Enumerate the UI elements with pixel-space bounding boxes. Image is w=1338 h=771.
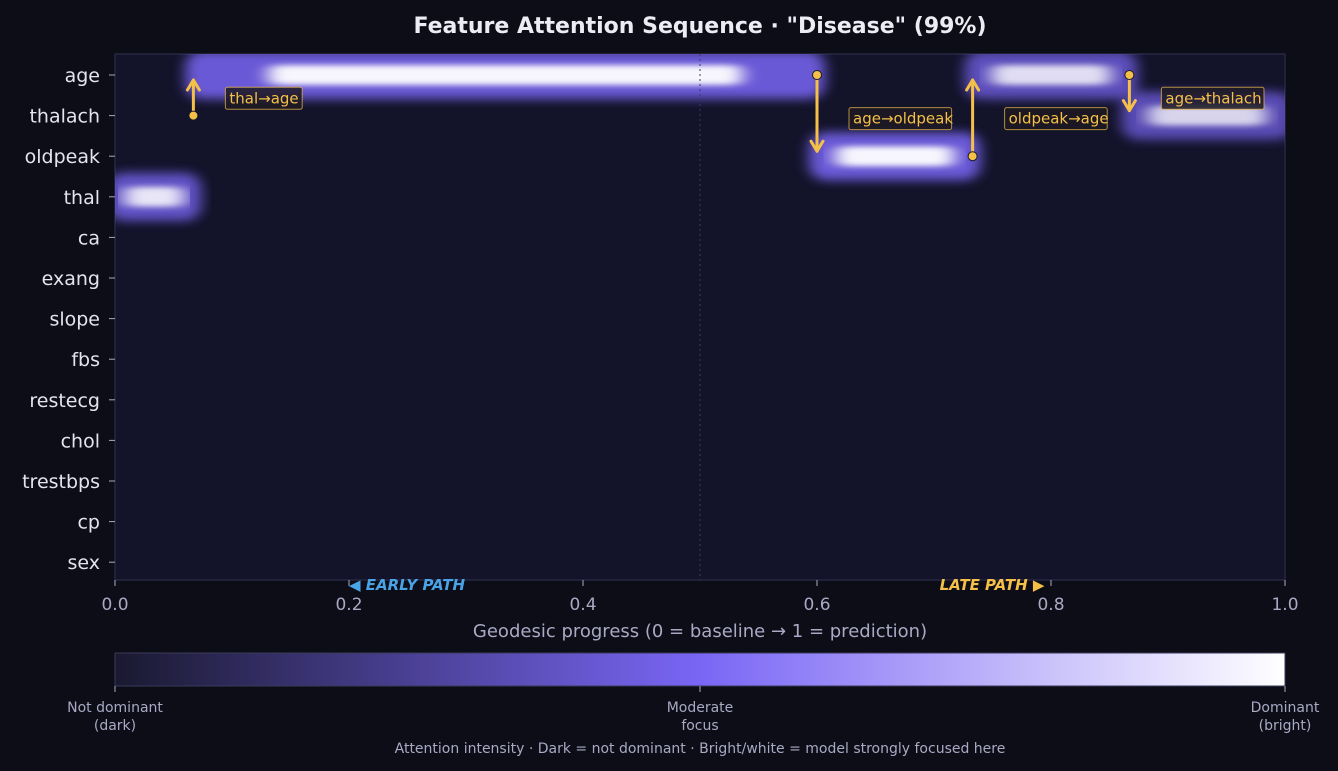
transition-arrowhead-3 bbox=[1121, 99, 1137, 113]
heat-segment-core-0 bbox=[124, 186, 184, 207]
transition-label-box-0 bbox=[224, 86, 303, 110]
y-label-ca: ca bbox=[78, 227, 100, 249]
annotation-layer: thal→age age→oldpeak oldpeak→age age→thalac… bbox=[185, 70, 1265, 162]
colorbar-mid-label-1: Moderate bbox=[667, 700, 734, 716]
y-label-exang: exang bbox=[42, 268, 100, 290]
y-label-slope: slope bbox=[49, 309, 100, 331]
x-axis-label: Geodesic progress (0 = baseline → 1 = pr… bbox=[473, 621, 927, 642]
x-tick-label-1-0: 1.0 bbox=[1271, 595, 1298, 615]
y-label-thal: thal bbox=[64, 187, 100, 209]
transition-label-3: age→thalach bbox=[1165, 89, 1261, 107]
x-axis: 0.0 0.2 0.4 0.6 0.8 1.0 bbox=[101, 580, 1299, 615]
transition-arrowhead-2 bbox=[965, 78, 981, 92]
y-label-trestbps: trestbps bbox=[22, 471, 100, 493]
y-label-age: age bbox=[65, 65, 100, 87]
y-label-fbs: fbs bbox=[71, 349, 100, 371]
transition-origin-dot-3 bbox=[1124, 70, 1135, 80]
y-label-thalach: thalach bbox=[29, 106, 100, 128]
colorbar-right-label-1: Dominant bbox=[1251, 700, 1320, 716]
transition-arrowhead-1 bbox=[809, 139, 825, 153]
late-path-label: LATE PATH ▶ bbox=[940, 576, 1045, 594]
transition-label-box-3 bbox=[1160, 86, 1265, 110]
colorbar-left-label-2: (dark) bbox=[94, 718, 136, 734]
heat-segment-core-2 bbox=[835, 146, 954, 167]
transition-origin-dot-0 bbox=[188, 110, 199, 121]
colorbar-right-label-2: (bright) bbox=[1259, 718, 1312, 734]
x-tick-label-0-8: 0.8 bbox=[1037, 595, 1064, 615]
y-label-cp: cp bbox=[77, 512, 100, 534]
y-label-sex: sex bbox=[68, 552, 101, 574]
colorbar-left-label-1: Not dominant bbox=[67, 700, 163, 716]
transition-label-0: thal→age bbox=[229, 89, 298, 107]
plot-area bbox=[114, 53, 1286, 581]
y-label-oldpeak: oldpeak bbox=[25, 146, 100, 168]
chart-title: Feature Attention Sequence · "Disease" (… bbox=[413, 14, 986, 39]
transition-label-box-1 bbox=[848, 107, 953, 131]
colorbar-mid-label-2: focus bbox=[681, 718, 718, 734]
transition-origin-dot-1 bbox=[812, 70, 822, 80]
transition-arrowhead-0 bbox=[185, 78, 201, 92]
x-tick-label-0-4: 0.4 bbox=[569, 595, 596, 615]
y-axis: age thalach oldpeak thal ca exang slope fbs rest… bbox=[22, 65, 115, 574]
early-path-label: ◀ EARLY PATH bbox=[349, 576, 465, 594]
transition-origin-dot-2 bbox=[967, 151, 978, 162]
colorbar-caption: Attention intensity · Dark = not dominan… bbox=[395, 741, 1006, 757]
x-tick-label-0-6: 0.6 bbox=[803, 595, 830, 615]
y-label-restecg: restecg bbox=[29, 390, 100, 412]
transition-label-2: oldpeak→age bbox=[1009, 110, 1109, 128]
transition-label-box-2 bbox=[1004, 107, 1108, 131]
x-tick-label-0-0: 0.0 bbox=[101, 595, 128, 615]
x-tick-label-0-2: 0.2 bbox=[335, 595, 362, 615]
heat-segment-core-1 bbox=[268, 65, 743, 85]
colorbar bbox=[114, 652, 1286, 687]
heat-segment-core-4 bbox=[1148, 105, 1267, 126]
heat-segment-core-3 bbox=[991, 65, 1111, 85]
transition-label-1: age→oldpeak bbox=[853, 110, 953, 128]
y-label-chol: chol bbox=[61, 430, 100, 452]
